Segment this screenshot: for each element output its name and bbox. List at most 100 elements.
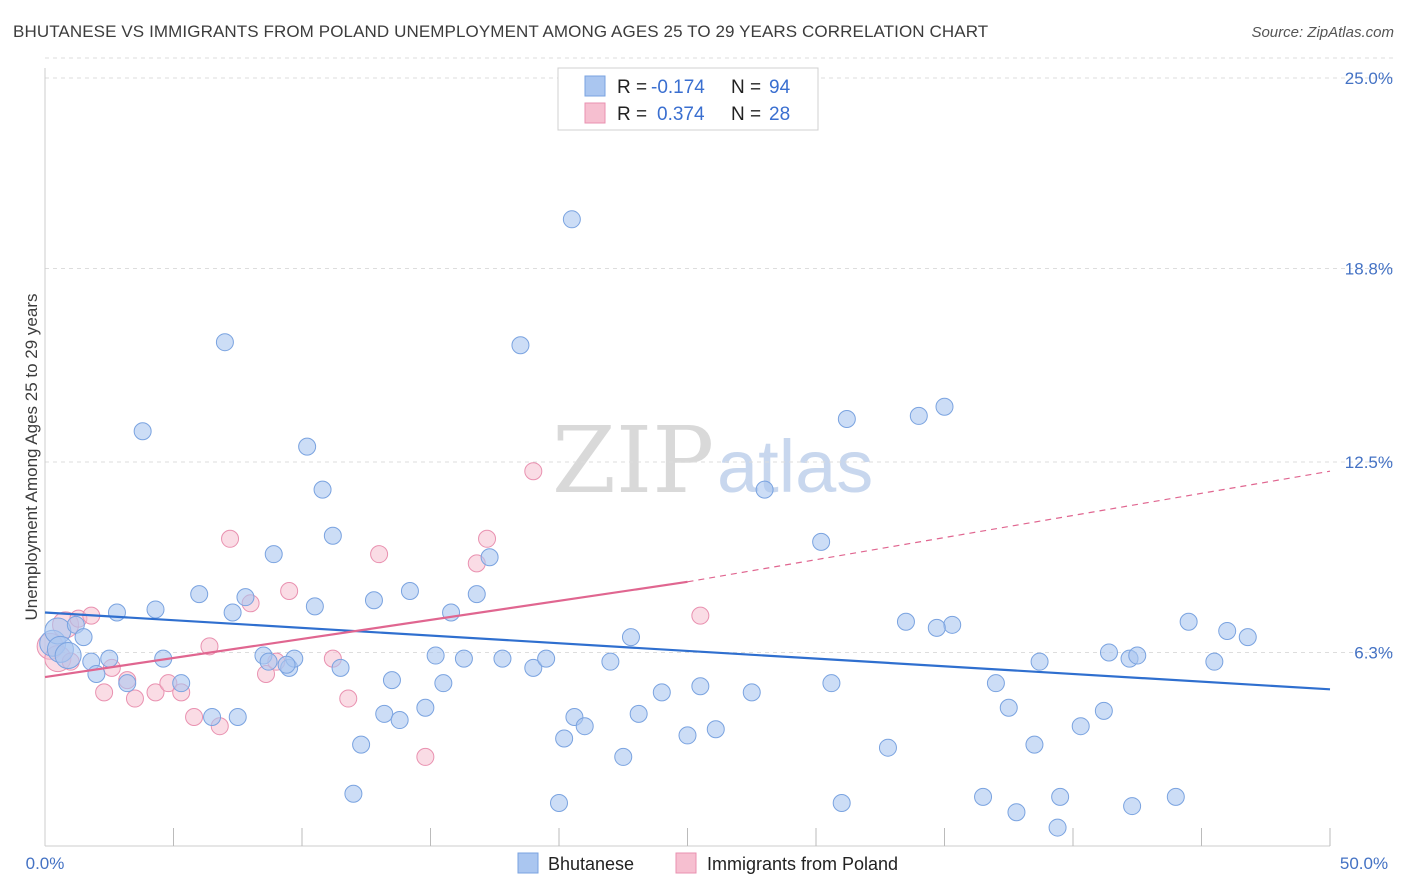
bhutanese-point-69 [974,787,993,806]
chart-source: Source: ZipAtlas.com [1251,24,1394,41]
series-bhutanese [39,210,1257,837]
bhutanese-point-30 [344,784,363,803]
poland-point-22 [339,689,358,708]
bhutanese-point-28 [323,526,342,545]
legend-r-value-0: -0.174 [651,77,705,98]
legend-n-value-0: 94 [769,77,791,98]
bhutanese-point-60 [755,480,774,499]
x-tick-label-0: 0.0% [26,854,65,873]
bhutanese-point-15 [190,585,209,604]
bhutanese-point-27 [313,480,332,499]
bhutanese-point-57 [691,677,710,696]
bottom-legend-swatch-pink [675,852,697,874]
bhutanese-point-43 [480,548,499,567]
legend-swatch-pink [584,102,606,124]
bhutanese-point-3 [54,642,82,670]
bhutanese-point-80 [1205,652,1224,671]
bhutanese-point-85 [1048,818,1067,837]
bhutanese-point-68 [943,615,962,634]
bottom-legend-label-0: Bhutanese [548,854,634,874]
bhutanese-point-35 [390,711,409,730]
chart-title: BHUTANESE VS IMMIGRANTS FROM POLAND UNEM… [13,22,989,41]
y-tick-label-1: 12.5% [1345,453,1393,472]
poland-point-10 [146,683,165,702]
bhutanese-point-58 [706,720,725,739]
bhutanese-point-22 [264,545,283,564]
bhutanese-point-38 [426,646,445,665]
bhutanese-point-37 [416,698,435,717]
bhutanese-point-65 [896,612,915,631]
bhutanese-point-74 [1071,717,1090,736]
bhutanese-point-76 [1123,797,1142,816]
watermark-zip: ZIP [552,407,714,514]
bhutanese-point-36 [400,582,419,601]
poland-point-9 [125,689,144,708]
legend-n-label-1: N = [731,104,761,125]
bhutanese-point-16 [203,707,222,726]
bhutanese-point-72 [1007,803,1026,822]
bhutanese-point-51 [601,652,620,671]
bhutanese-point-19 [236,588,255,607]
y-tick-labels: 6.3% 12.5% 18.8% 25.0% [1345,69,1393,662]
bhutanese-point-25 [298,437,317,456]
bhutanese-point-53 [621,628,640,647]
legend-swatch-blue [584,75,606,97]
bhutanese-point-82 [1218,621,1237,640]
bhutanese-point-47 [550,793,568,812]
poland-point-27 [524,462,543,481]
bhutanese-point-14 [172,674,191,693]
poland-point-24 [416,747,435,766]
x-tick-marks [173,828,1331,846]
trend-lines [44,470,1331,691]
bhutanese-point-63 [837,409,856,428]
legend-n-value-1: 28 [769,104,790,125]
poland-point-6 [95,683,114,702]
bhutanese-point-73 [1025,735,1044,754]
x-tick-label-1: 50.0% [1340,854,1388,873]
bhutanese-point-50 [575,717,594,736]
series-legend: Bhutanese Immigrants from Poland [517,852,898,874]
bhutanese-point-89 [832,793,851,812]
bhutanese-point-9 [107,603,126,622]
bhutanese-point-41 [454,649,473,668]
legend-n-label-0: N = [731,77,761,98]
bhutanese-point-34 [382,671,401,690]
bhutanese-point-64 [878,738,897,757]
bhutanese-point-52 [614,747,633,766]
bhutanese-point-88 [927,618,946,637]
y-tick-label-2: 18.8% [1345,259,1393,278]
bhutanese-point-66 [909,406,928,425]
bhutanese-point-42 [467,585,486,604]
bottom-legend-label-1: Immigrants from Poland [707,854,898,874]
watermark: ZIP atlas [552,407,873,514]
legend-r-label-0: R = [617,77,647,98]
legend-r-value-1: 0.374 [657,104,705,125]
y-tick-label-0: 6.3% [1354,643,1393,662]
poland-point-14 [200,637,219,656]
bhutanese-point-18 [228,707,247,726]
trend-line-poland-extension [687,470,1331,583]
bhutanese-point-92 [562,210,581,229]
bhutanese-point-12 [146,600,165,619]
bhutanese-point-93 [277,655,296,674]
legend-r-label-1: R = [617,104,647,125]
bhutanese-point-11 [133,422,152,441]
bhutanese-point-46 [537,649,556,668]
bhutanese-point-8 [100,649,119,668]
bhutanese-point-31 [352,735,371,754]
trend-line-bhutanese [44,611,1331,691]
bhutanese-point-79 [1179,612,1198,631]
bhutanese-point-90 [215,333,234,352]
trend-line-poland [44,580,688,679]
bhutanese-point-44 [493,649,512,668]
bhutanese-point-59 [742,683,761,702]
bhutanese-point-84 [1030,652,1049,671]
bhutanese-point-5 [74,628,93,647]
poland-point-23 [370,545,389,564]
bhutanese-point-26 [305,597,324,616]
poland-point-13 [185,707,204,726]
bhutanese-point-17 [223,603,242,622]
bhutanese-point-61 [822,674,841,693]
bhutanese-point-67 [935,397,954,416]
